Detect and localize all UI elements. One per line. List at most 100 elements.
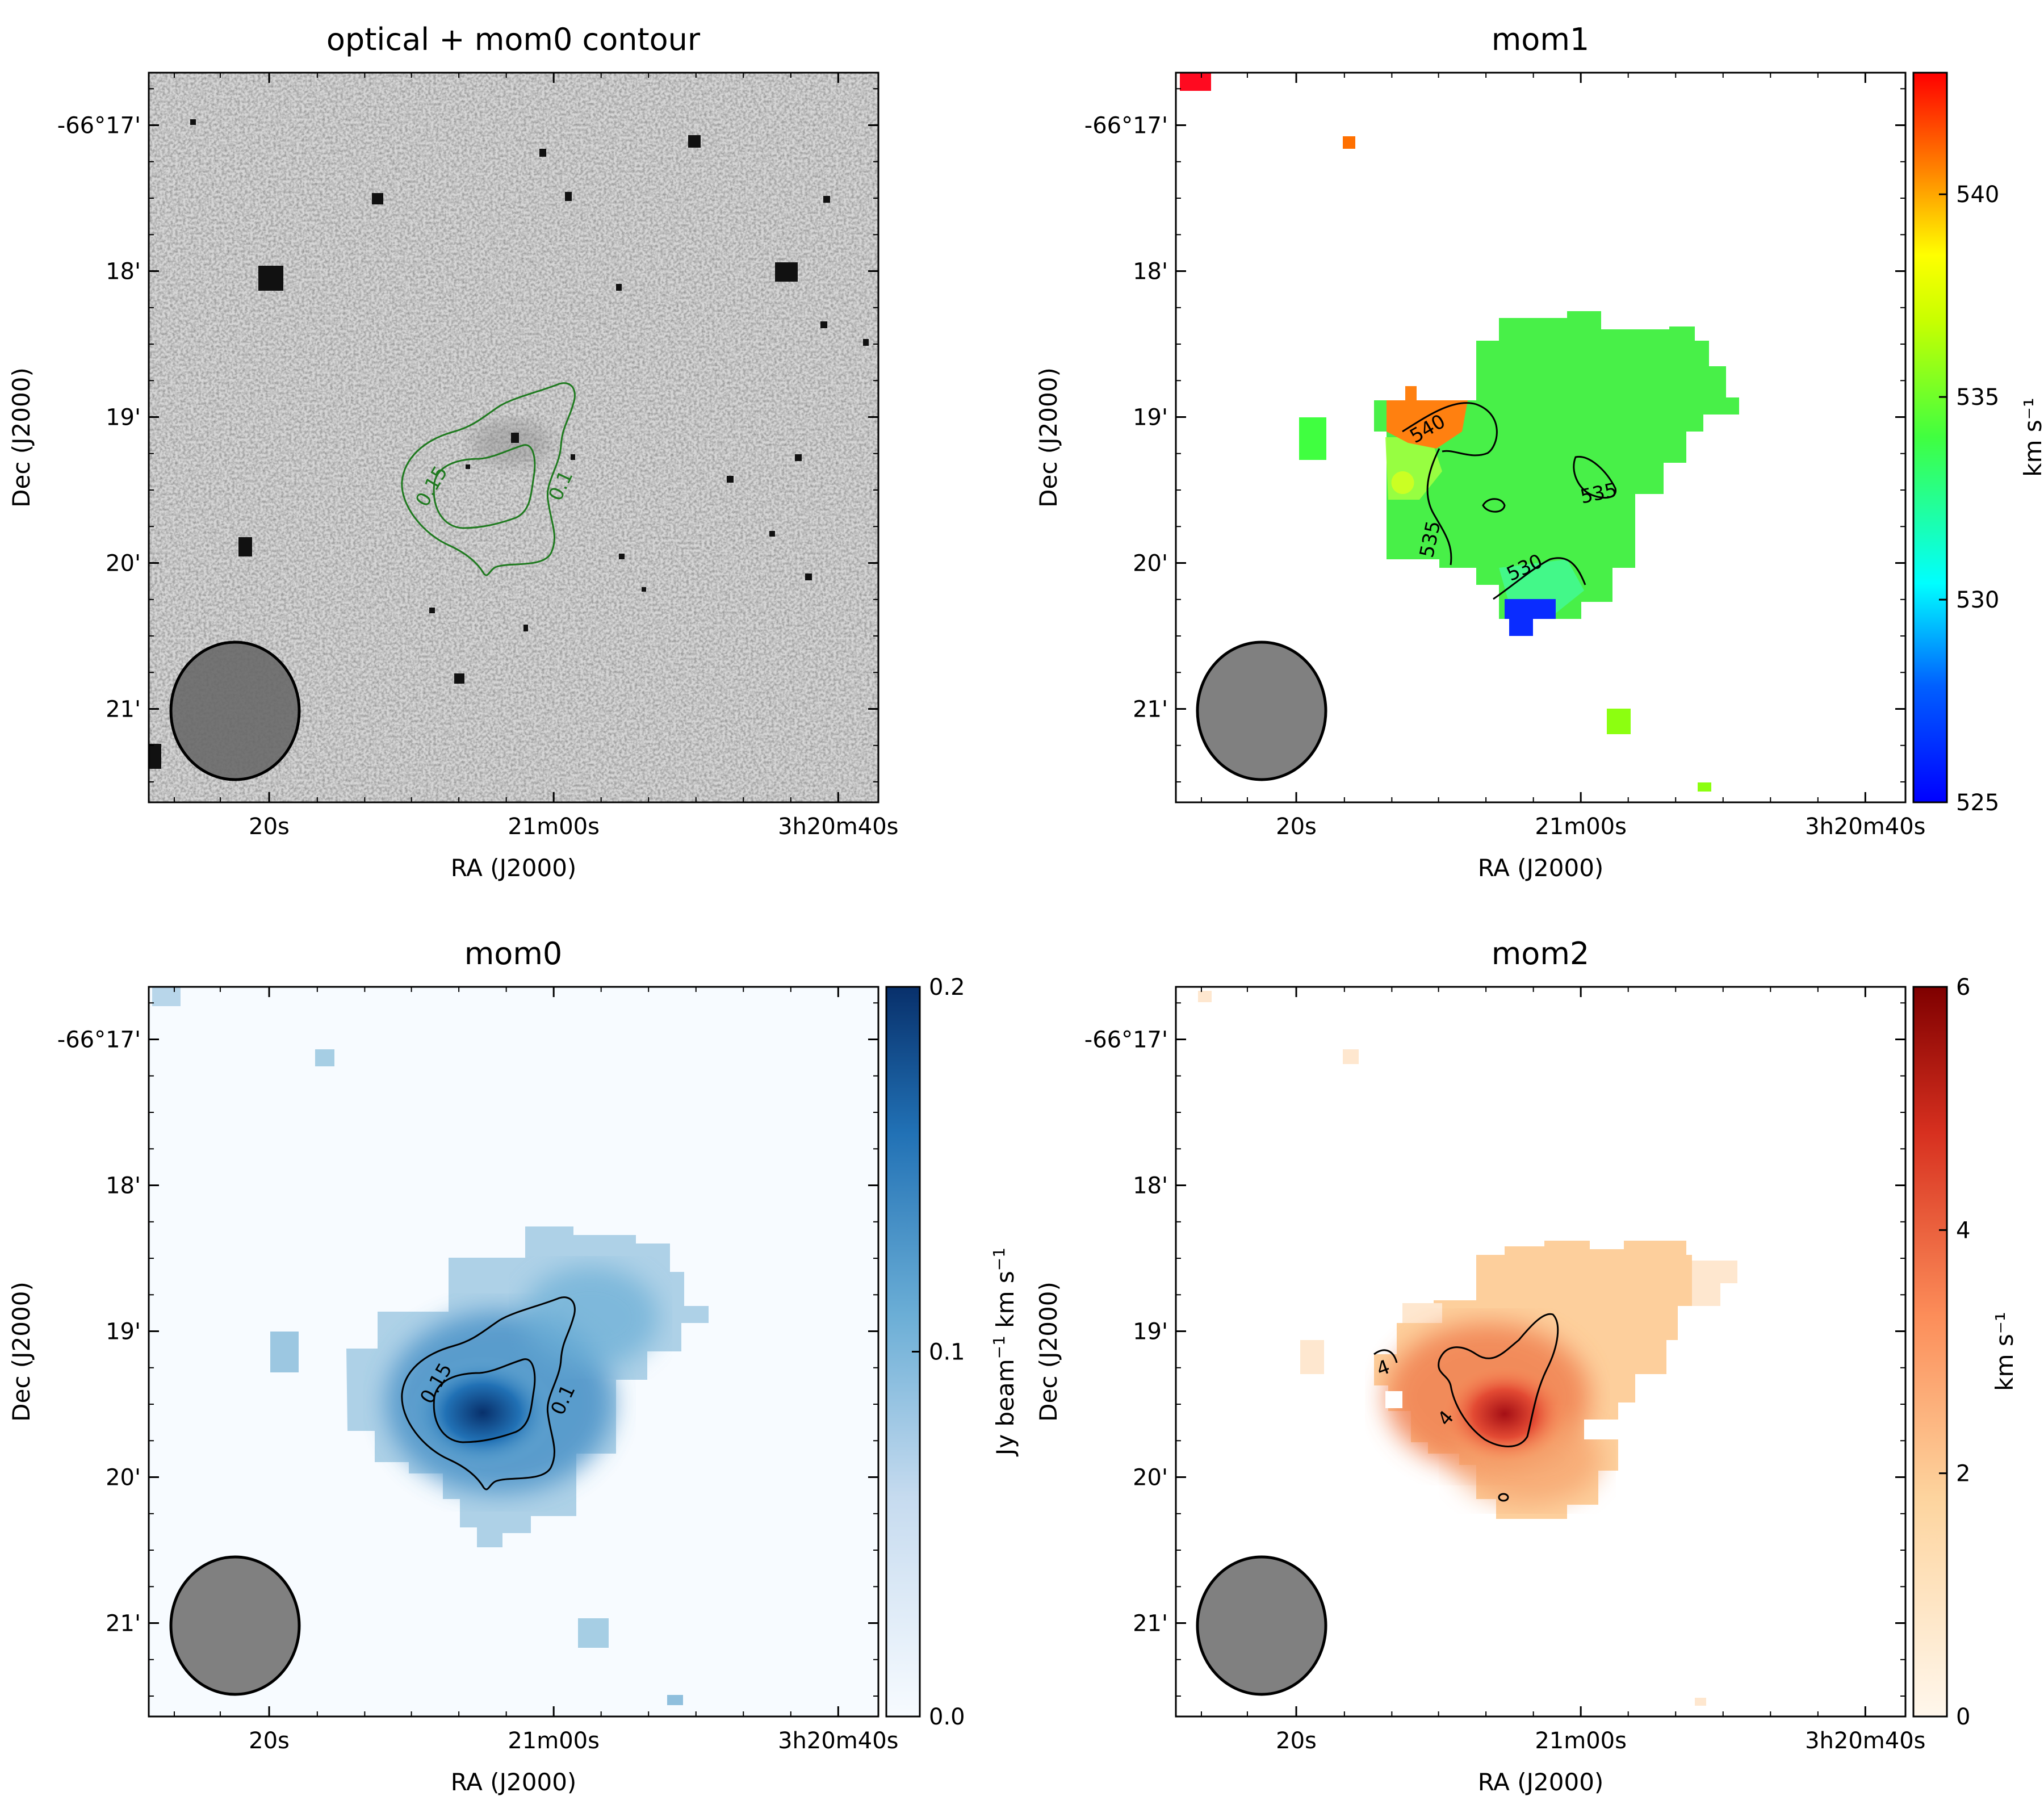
star bbox=[511, 433, 519, 443]
x-tick-label: 3h20m40s bbox=[778, 1728, 898, 1754]
y-tick-label: 21' bbox=[106, 697, 141, 723]
mom1-colorbar bbox=[1912, 72, 1948, 803]
mom2-contour-4 bbox=[1498, 1493, 1509, 1502]
star bbox=[795, 454, 802, 461]
colorbar-tick-label: 6 bbox=[1956, 974, 1970, 1000]
mom2-island bbox=[1198, 991, 1212, 1002]
star bbox=[688, 135, 701, 148]
y-tick-label: 18' bbox=[106, 1173, 141, 1199]
x-tick-label: 3h20m40s bbox=[1805, 1728, 1925, 1754]
mom2-outer-fringe bbox=[1402, 1261, 1737, 1323]
panel-mom1-frame bbox=[1175, 72, 1907, 803]
colorbar-tick-label: 540 bbox=[1956, 182, 1999, 208]
axes-layer: 20s 21m00s 3h20m40s -66°17' 18' 19' 20' 21' RA (… bbox=[7, 73, 1999, 1796]
star bbox=[190, 119, 196, 125]
x-tick-label: 3h20m40s bbox=[778, 814, 898, 840]
colorbar-tick-label: 0.0 bbox=[929, 1704, 965, 1730]
y-tick-label: 18' bbox=[106, 259, 141, 285]
y-tick-label: 19' bbox=[1133, 405, 1168, 431]
star bbox=[769, 531, 775, 537]
mom0-mid-emission bbox=[522, 1266, 659, 1368]
mom1-contour-535 bbox=[1573, 455, 1616, 499]
beam-ellipse bbox=[169, 640, 301, 781]
y-axis-label: Dec (J2000) bbox=[1034, 367, 1062, 508]
mom1-contour-535 bbox=[1426, 448, 1452, 566]
x-axis-label: RA (J2000) bbox=[451, 854, 577, 882]
y-tick-label: 18' bbox=[1133, 259, 1168, 285]
mom2-contour-4 bbox=[1373, 1349, 1398, 1363]
mom2-peak bbox=[1442, 1366, 1567, 1462]
panel-mom2-frame bbox=[1175, 986, 1907, 1718]
mom0-colorbar-label: Jy beam−1 km s−1 bbox=[990, 1247, 1019, 1457]
panel-mom0: mom0 0.15 0.1 Jy beam−1 km s−1 bbox=[148, 936, 1019, 1718]
star bbox=[258, 266, 283, 291]
y-tick-label: 20' bbox=[1133, 551, 1168, 577]
star bbox=[805, 573, 812, 580]
colorbar-tick-label: 0 bbox=[1956, 1704, 1970, 1730]
x-tick-label: 20s bbox=[1276, 814, 1317, 840]
mom1-island bbox=[1343, 136, 1355, 149]
colorbar-tick-label: 2 bbox=[1956, 1461, 1970, 1487]
colorbar-tick-label: 525 bbox=[1956, 790, 1999, 816]
star bbox=[523, 625, 528, 631]
y-tick-label: -66°17' bbox=[1084, 113, 1168, 139]
panel-optical: optical + mom0 contour bbox=[148, 22, 879, 803]
optical-contour-0.1 bbox=[401, 382, 576, 576]
star bbox=[642, 587, 646, 592]
y-tick-label: 21' bbox=[106, 1611, 141, 1637]
y-tick-label: 21' bbox=[1133, 1611, 1168, 1637]
mom2-island bbox=[1695, 1698, 1706, 1706]
star bbox=[571, 454, 575, 460]
y-tick-label: -66°17' bbox=[1084, 1027, 1168, 1053]
panel-mom2-title: mom2 bbox=[1492, 936, 1590, 972]
x-axis-label: RA (J2000) bbox=[451, 1768, 577, 1796]
star bbox=[820, 321, 827, 328]
mom1-velocity-field bbox=[1374, 311, 1739, 619]
mom2-hole bbox=[1385, 1391, 1402, 1408]
x-tick-label: 21m00s bbox=[1535, 814, 1627, 840]
y-axis-label: Dec (J2000) bbox=[1034, 1282, 1062, 1422]
mom0-island bbox=[578, 1618, 609, 1648]
y-tick-label: 18' bbox=[1133, 1173, 1168, 1199]
star bbox=[619, 554, 625, 559]
x-tick-label: 20s bbox=[249, 1728, 290, 1754]
star bbox=[149, 744, 161, 769]
beam-ellipse bbox=[1196, 1555, 1327, 1696]
y-tick-label: -66°17' bbox=[57, 1027, 141, 1053]
star bbox=[775, 262, 798, 282]
panel-mom0-frame bbox=[148, 986, 879, 1718]
y-tick-label: -66°17' bbox=[57, 113, 141, 139]
y-tick-label: 20' bbox=[1133, 1465, 1168, 1491]
mom1-low-velocity-region bbox=[1505, 599, 1556, 636]
star bbox=[616, 284, 622, 291]
mom1-yellow-green-patch bbox=[1391, 471, 1414, 494]
mom0-peak bbox=[409, 1356, 556, 1469]
y-tick-label: 20' bbox=[106, 551, 141, 577]
star bbox=[238, 537, 252, 556]
colorbar-tick-label: 535 bbox=[1956, 384, 1999, 411]
star bbox=[565, 192, 572, 201]
star bbox=[727, 476, 734, 483]
y-tick-label: 19' bbox=[1133, 1319, 1168, 1345]
star bbox=[429, 608, 435, 613]
mom1-island bbox=[1607, 709, 1631, 734]
mom1-contour-540 bbox=[1402, 402, 1498, 457]
mom0-island bbox=[667, 1695, 683, 1705]
colorbar-tick-label: 4 bbox=[1956, 1217, 1970, 1244]
star bbox=[454, 673, 464, 684]
x-axis-label: RA (J2000) bbox=[1478, 1768, 1604, 1796]
panel-optical-frame bbox=[148, 72, 879, 803]
mom1-island bbox=[1698, 782, 1711, 792]
optical-contour-0.15 bbox=[433, 444, 536, 529]
panel-mom1-title: mom1 bbox=[1492, 22, 1590, 57]
y-tick-label: 19' bbox=[106, 1319, 141, 1345]
colorbar-tick-label: 0.2 bbox=[929, 974, 965, 1000]
mom0-island bbox=[152, 987, 181, 1006]
star bbox=[466, 464, 470, 469]
colorbar-tick-label: 0.1 bbox=[929, 1339, 965, 1366]
beam-ellipse bbox=[169, 1555, 301, 1696]
panel-mom2: mom2 4 4 km s⁻¹ bbox=[1175, 936, 2018, 1718]
mom1-contour-530 bbox=[1493, 557, 1586, 600]
mom1-island bbox=[1180, 73, 1211, 91]
